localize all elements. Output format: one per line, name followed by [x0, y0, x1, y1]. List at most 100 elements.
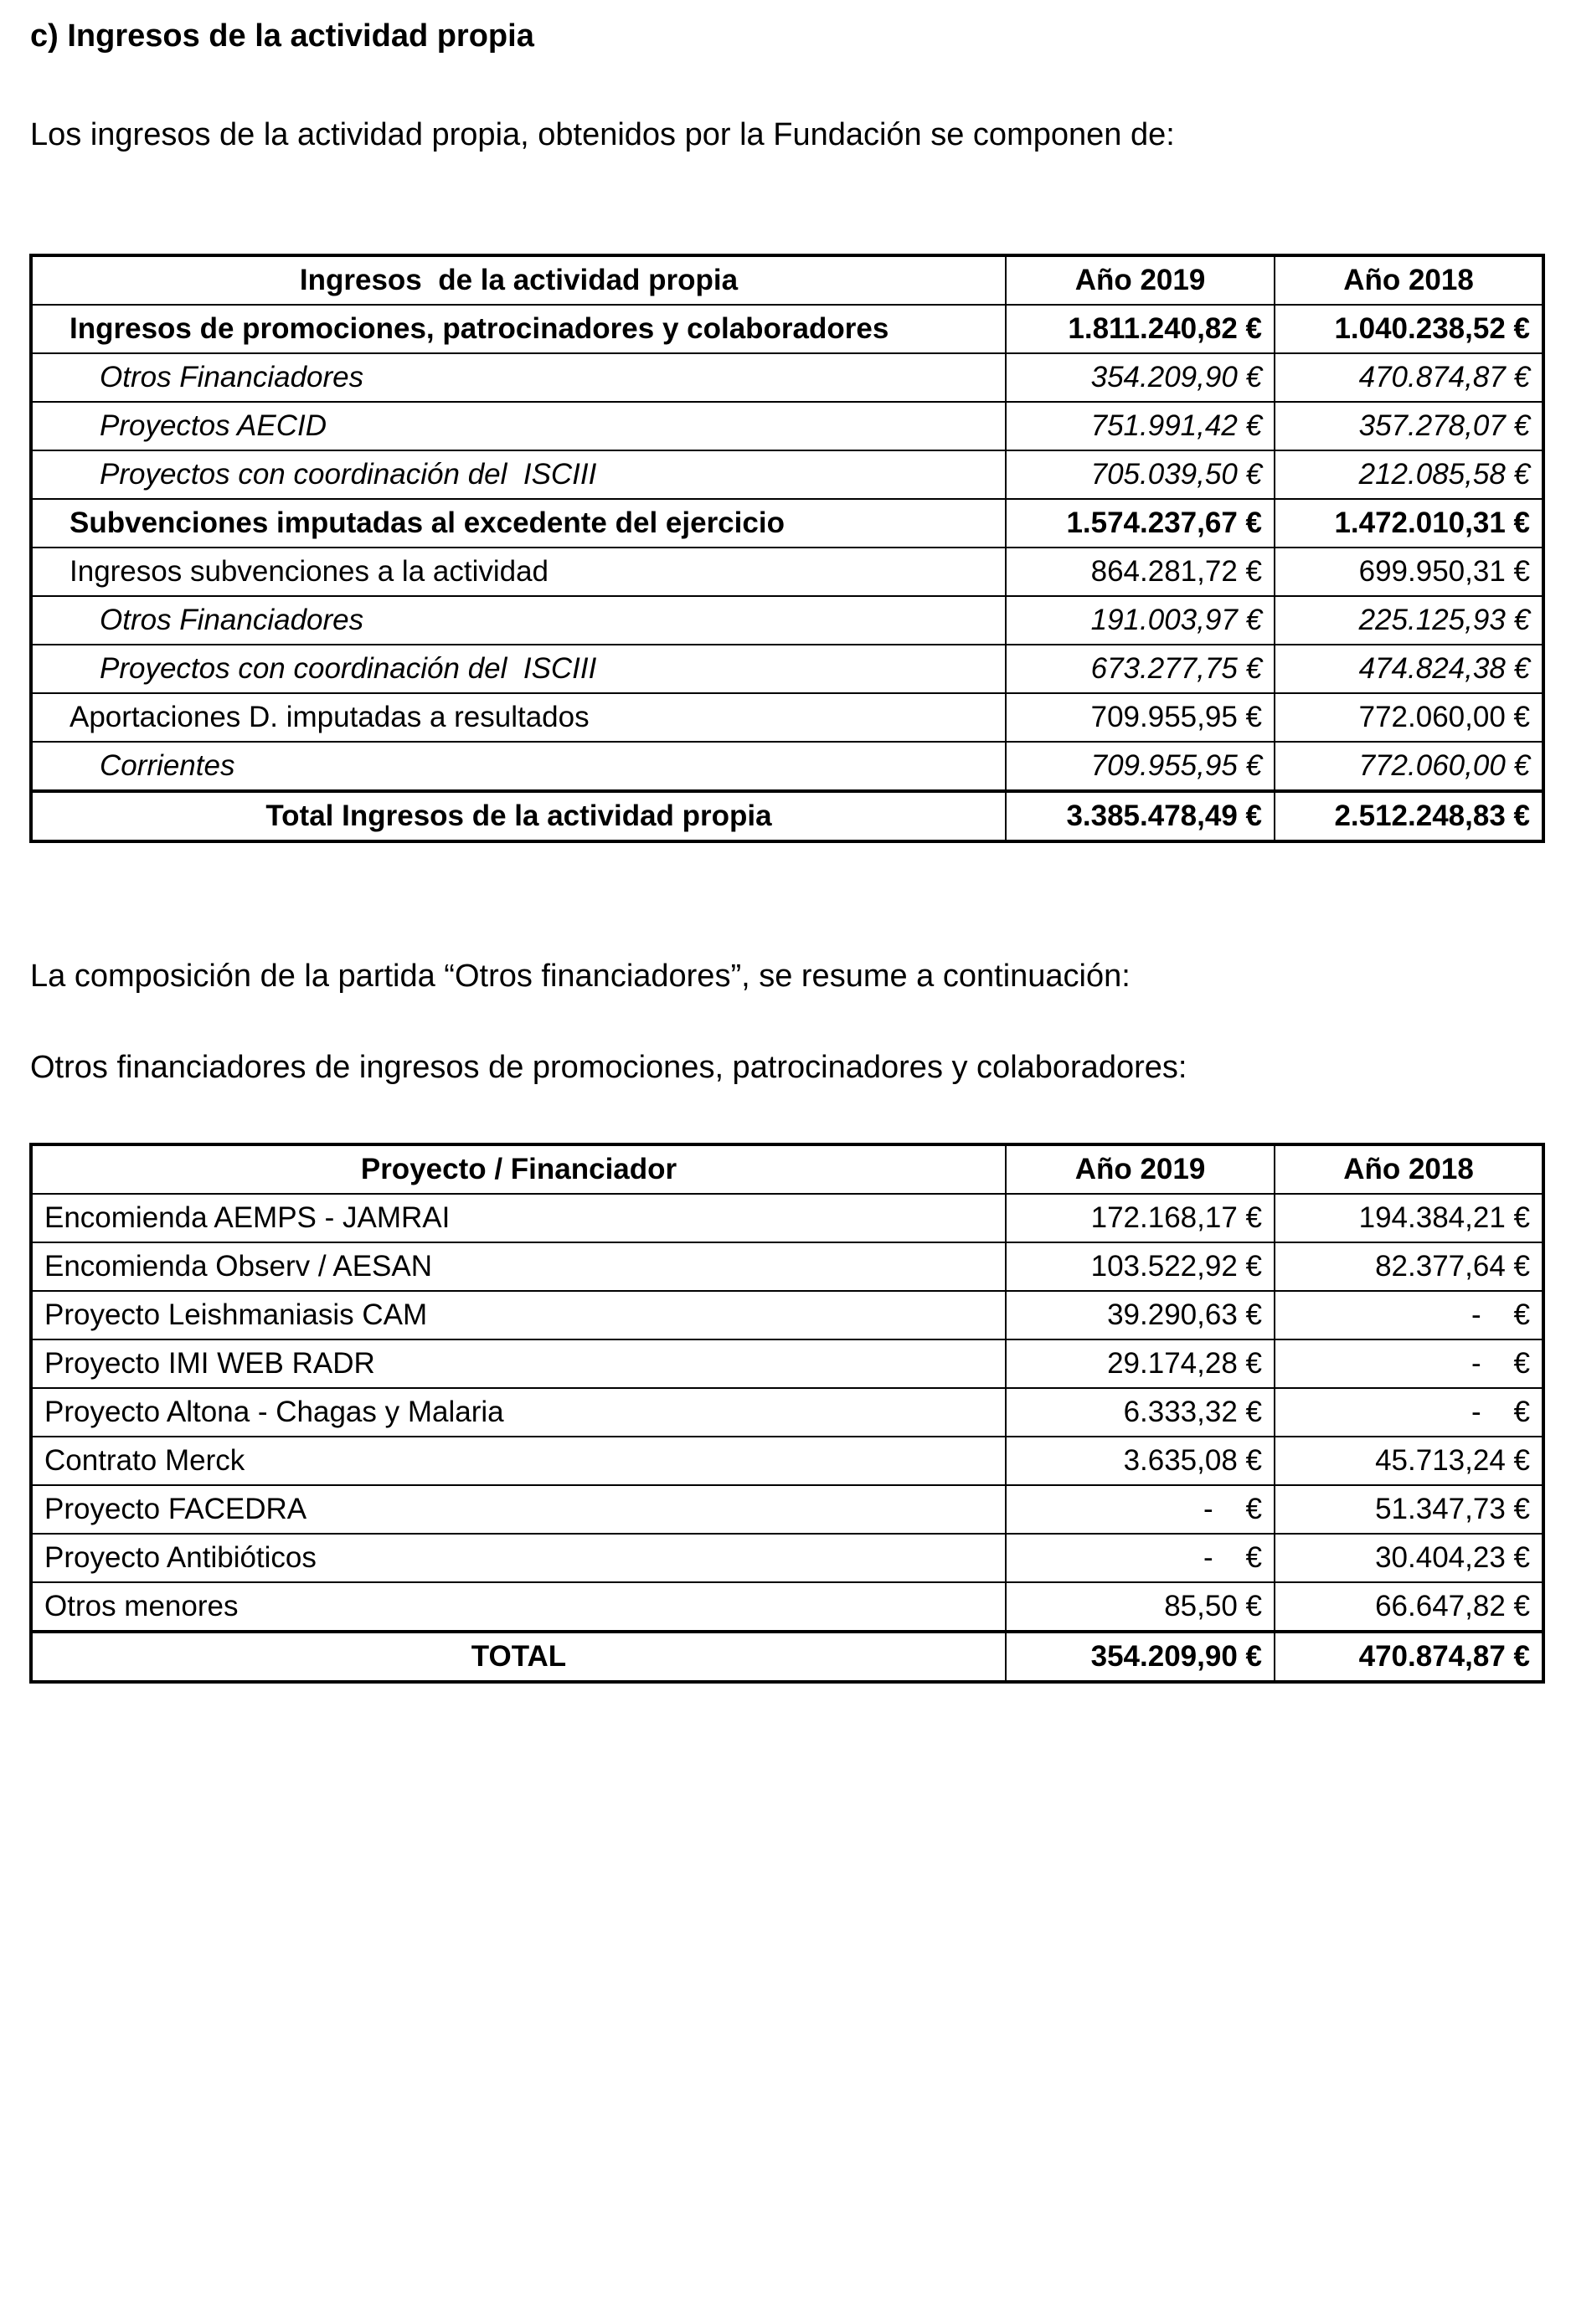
row-label: Otros Financiadores: [30, 352, 1007, 403]
table-row: Corrientes 709.955,95 €772.060,00 €: [30, 741, 1544, 792]
row-label: Otros Financiadores: [30, 595, 1007, 645]
row-label: Ingresos subvenciones a la actividad: [30, 547, 1007, 597]
amount-cell: 82.377,64 €: [1274, 1242, 1544, 1292]
amount-cell: 470.874,87 €: [1274, 352, 1544, 403]
amount-cell: 772.060,00 €: [1274, 741, 1544, 792]
amount-cell: 212.085,58 €: [1274, 450, 1544, 500]
amount-cell: 705.039,50 €: [1005, 450, 1275, 500]
financiers-table: Proyecto / Financiador Año 2019 Año 2018 En…: [29, 1143, 1545, 1684]
table-row: Total Ingresos de la actividad propia 3.3…: [30, 789, 1544, 842]
amount-cell: 6.333,32 €: [1005, 1387, 1275, 1437]
row-label: Corrientes: [30, 741, 1007, 792]
amount-cell: 709.955,95 €: [1005, 741, 1275, 792]
row-label: Otros menores: [30, 1581, 1007, 1632]
amount-cell: 699.950,31 €: [1274, 547, 1544, 597]
amount-cell: 709.955,95 €: [1005, 692, 1275, 743]
amount-cell: 29.174,28 €: [1005, 1339, 1275, 1389]
table-row: Ingresos de promociones, patrocinadores …: [30, 304, 1544, 354]
amount-cell: 225.125,93 €: [1274, 595, 1544, 645]
amount-cell: - €: [1274, 1290, 1544, 1340]
table-row: Proyecto Leishmaniasis CAM 39.290,63 € - €: [30, 1290, 1544, 1340]
amount-cell: 39.290,63 €: [1005, 1290, 1275, 1340]
amount-cell: 354.209,90 €: [1005, 352, 1275, 403]
amount-cell: 3.635,08 €: [1005, 1436, 1275, 1486]
amount-cell: 673.277,75 €: [1005, 644, 1275, 694]
table-row: Encomienda AEMPS - JAMRAI 172.168,17 €194…: [30, 1193, 1544, 1243]
table-row: Proyecto FACEDRA - €51.347,73 €: [30, 1484, 1544, 1535]
row-label: Encomienda Observ / AESAN: [30, 1242, 1007, 1292]
amount-cell: 864.281,72 €: [1005, 547, 1275, 597]
amount-cell: 751.991,42 €: [1005, 401, 1275, 451]
row-label: Aportaciones D. imputadas a resultados: [30, 692, 1007, 743]
amount-cell: 470.874,87 €: [1274, 1630, 1544, 1683]
table-row: Proyecto Altona - Chagas y Malaria 6.333,…: [30, 1387, 1544, 1437]
column-header: Año 2019: [1005, 255, 1275, 306]
row-label: Proyecto Antibióticos: [30, 1533, 1007, 1583]
amount-cell: 194.384,21 €: [1274, 1193, 1544, 1243]
amount-cell: 2.512.248,83 €: [1274, 789, 1544, 842]
column-header: Proyecto / Financiador: [30, 1144, 1007, 1195]
row-label: Proyectos con coordinación del ISCIII: [30, 450, 1007, 500]
table-body: Proyecto / Financiador Año 2019 Año 2018 En…: [30, 1144, 1544, 1683]
amount-cell: 1.472.010,31 €: [1274, 498, 1544, 548]
header-row: Ingresos de la actividad propia Año 2019 A…: [30, 255, 1544, 306]
heading: c) Ingresos de la actividad propia: [30, 18, 534, 54]
column-header: Año 2019: [1005, 1144, 1275, 1195]
amount-cell: 1.811.240,82 €: [1005, 304, 1275, 354]
amount-cell: 1.574.237,67 €: [1005, 498, 1275, 548]
table-row: Encomienda Observ / AESAN 103.522,92 €82.…: [30, 1242, 1544, 1292]
table-row: Otros Financiadores 354.209,90 €470.874,8…: [30, 352, 1544, 403]
amount-cell: 45.713,24 €: [1274, 1436, 1544, 1486]
row-label: Subvenciones imputadas al excedente del …: [30, 498, 1007, 548]
row-label: Proyectos AECID: [30, 401, 1007, 451]
table-row: TOTAL 354.209,90 €470.874,87 €: [30, 1630, 1544, 1683]
amount-cell: 1.040.238,52 €: [1274, 304, 1544, 354]
row-label: TOTAL: [30, 1630, 1007, 1683]
amount-cell: - €: [1005, 1533, 1275, 1583]
amount-cell: 772.060,00 €: [1274, 692, 1544, 743]
column-header: Ingresos de la actividad propia: [30, 255, 1007, 306]
column-header: Año 2018: [1274, 255, 1544, 306]
table-row: Ingresos subvenciones a la actividad 864.…: [30, 547, 1544, 597]
paragraph: La composición de la partida “Otros fina…: [30, 959, 1131, 994]
table-row: Contrato Merck 3.635,08 €45.713,24 €: [30, 1436, 1544, 1486]
table-row: Subvenciones imputadas al excedente del …: [30, 498, 1544, 548]
amount-cell: - €: [1274, 1387, 1544, 1437]
amount-cell: 357.278,07 €: [1274, 401, 1544, 451]
row-label: Encomienda AEMPS - JAMRAI: [30, 1193, 1007, 1243]
row-label: Proyectos con coordinación del ISCIII: [30, 644, 1007, 694]
table-row: Proyectos con coordinación del ISCIII 673…: [30, 644, 1544, 694]
table-body: Ingresos de la actividad propia Año 2019 A…: [30, 255, 1544, 842]
row-label: Proyecto Altona - Chagas y Malaria: [30, 1387, 1007, 1437]
amount-cell: 103.522,92 €: [1005, 1242, 1275, 1292]
row-label: Proyecto FACEDRA: [30, 1484, 1007, 1535]
amount-cell: - €: [1005, 1484, 1275, 1535]
amount-cell: 172.168,17 €: [1005, 1193, 1275, 1243]
table-row: Otros menores 85,50 €66.647,82 €: [30, 1581, 1544, 1632]
amount-cell: 51.347,73 €: [1274, 1484, 1544, 1535]
table-row: Proyectos con coordinación del ISCIII 705…: [30, 450, 1544, 500]
table-row: Proyecto Antibióticos - €30.404,23 €: [30, 1533, 1544, 1583]
row-label: Proyecto Leishmaniasis CAM: [30, 1290, 1007, 1340]
amount-cell: 354.209,90 €: [1005, 1630, 1275, 1683]
amount-cell: 30.404,23 €: [1274, 1533, 1544, 1583]
intro: Los ingresos de la actividad propia, obt…: [30, 117, 1175, 152]
amount-cell: 3.385.478,49 €: [1005, 789, 1275, 842]
table-row: Proyecto IMI WEB RADR 29.174,28 € - €: [30, 1339, 1544, 1389]
column-header: Año 2018: [1274, 1144, 1544, 1195]
amount-cell: 191.003,97 €: [1005, 595, 1275, 645]
row-label: Total Ingresos de la actividad propia: [30, 789, 1007, 842]
table-row: Aportaciones D. imputadas a resultados 70…: [30, 692, 1544, 743]
amount-cell: 66.647,82 €: [1274, 1581, 1544, 1632]
amount-cell: 85,50 €: [1005, 1581, 1275, 1632]
row-label: Contrato Merck: [30, 1436, 1007, 1486]
amount-cell: - €: [1274, 1339, 1544, 1389]
amount-cell: 474.824,38 €: [1274, 644, 1544, 694]
table-row: Otros Financiadores 191.003,97 €225.125,9…: [30, 595, 1544, 645]
paragraph: Otros financiadores de ingresos de promo…: [30, 1050, 1187, 1085]
row-label: Proyecto IMI WEB RADR: [30, 1339, 1007, 1389]
row-label: Ingresos de promociones, patrocinadores …: [30, 304, 1007, 354]
header-row: Proyecto / Financiador Año 2019 Año 2018: [30, 1144, 1544, 1195]
income-table: Ingresos de la actividad propia Año 2019 A…: [29, 254, 1545, 843]
